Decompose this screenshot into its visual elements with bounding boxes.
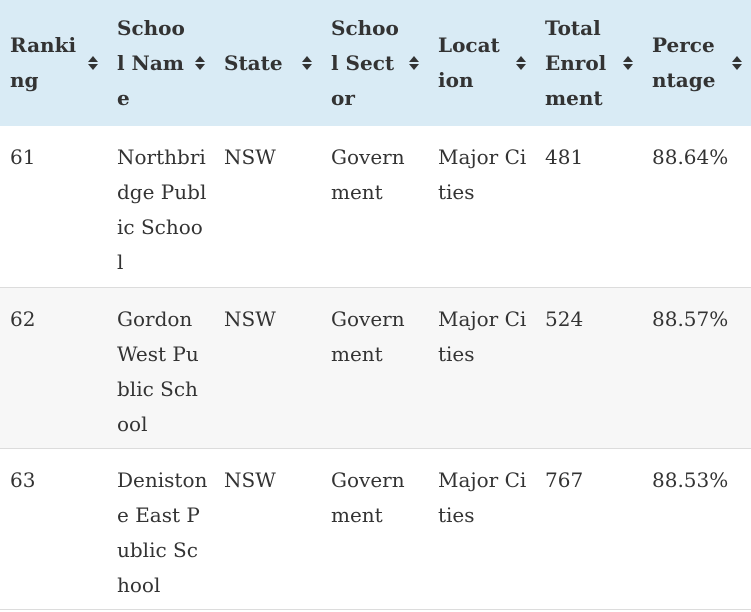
- cell-text: 62: [10, 306, 36, 331]
- cell-text: 88.57%: [652, 306, 729, 331]
- table-body: 61 Northbridge Public School NSW Governm…: [0, 126, 751, 609]
- cell-sector: Government: [321, 126, 428, 287]
- sort-icon[interactable]: [408, 55, 420, 71]
- column-header-label: State: [224, 50, 283, 75]
- sort-icon[interactable]: [87, 55, 99, 71]
- cell-text: Government: [331, 467, 405, 527]
- cell-school-name: Denistone East Public School: [107, 448, 214, 609]
- cell-percentage: 88.53%: [642, 448, 751, 609]
- cell-percentage: 88.64%: [642, 126, 751, 287]
- cell-text: Major Cities: [438, 145, 527, 204]
- sort-icon[interactable]: [301, 55, 313, 71]
- cell-text: 63: [10, 467, 36, 492]
- cell-text: Major Cities: [438, 467, 527, 527]
- column-header-total-enrolment[interactable]: Total Enrolment: [535, 0, 642, 126]
- table-row: 63 Denistone East Public School NSW Gove…: [0, 448, 751, 609]
- cell-enrolment: 524: [535, 287, 642, 448]
- cell-sector: Government: [321, 448, 428, 609]
- cell-ranking: 61: [0, 126, 107, 287]
- column-header-state[interactable]: State: [214, 0, 321, 126]
- sort-icon[interactable]: [731, 55, 743, 71]
- cell-text: 481: [545, 145, 584, 169]
- cell-text: NSW: [224, 467, 276, 492]
- cell-text: Northbridge Public School: [117, 145, 207, 274]
- cell-school-name: Northbridge Public School: [107, 126, 214, 287]
- sort-icon[interactable]: [515, 55, 527, 71]
- cell-text: 61: [10, 145, 36, 169]
- column-header-label: School Sector: [331, 15, 399, 110]
- cell-location: Major Cities: [428, 126, 535, 287]
- cell-enrolment: 481: [535, 126, 642, 287]
- cell-state: NSW: [214, 448, 321, 609]
- cell-location: Major Cities: [428, 287, 535, 448]
- table-row: 62 Gordon West Public School NSW Governm…: [0, 287, 751, 448]
- cell-ranking: 63: [0, 448, 107, 609]
- column-header-label: Location: [438, 33, 500, 92]
- cell-location: Major Cities: [428, 448, 535, 609]
- sort-icon[interactable]: [194, 55, 206, 71]
- cell-text: Gordon West Public School: [117, 306, 199, 436]
- cell-text: NSW: [224, 306, 276, 331]
- cell-text: 88.64%: [652, 145, 729, 169]
- column-header-location[interactable]: Location: [428, 0, 535, 126]
- column-header-ranking[interactable]: Ranking: [0, 0, 107, 126]
- cell-state: NSW: [214, 287, 321, 448]
- column-header-percentage[interactable]: Percentage: [642, 0, 751, 126]
- cell-state: NSW: [214, 126, 321, 287]
- cell-text: 88.53%: [652, 467, 729, 492]
- column-header-label: Percentage: [652, 33, 716, 92]
- table-row: 61 Northbridge Public School NSW Governm…: [0, 126, 751, 287]
- cell-ranking: 62: [0, 287, 107, 448]
- cell-sector: Government: [321, 287, 428, 448]
- column-header-label: Total Enrolment: [545, 15, 607, 110]
- cell-text: Government: [331, 145, 405, 204]
- cell-percentage: 88.57%: [642, 287, 751, 448]
- column-header-school-sector[interactable]: School Sector: [321, 0, 428, 126]
- cell-text: 524: [545, 306, 584, 331]
- cell-text: NSW: [224, 145, 276, 169]
- column-header-label: School Name: [117, 15, 185, 110]
- sort-icon[interactable]: [622, 55, 634, 71]
- cell-school-name: Gordon West Public School: [107, 287, 214, 448]
- header-row: Ranking School Name State School Sector …: [0, 0, 751, 126]
- cell-enrolment: 767: [535, 448, 642, 609]
- cell-text: Denistone East Public School: [117, 467, 208, 597]
- column-header-school-name[interactable]: School Name: [107, 0, 214, 126]
- cell-text: 767: [545, 467, 584, 492]
- column-header-label: Ranking: [10, 33, 77, 92]
- cell-text: Major Cities: [438, 306, 527, 366]
- cell-text: Government: [331, 306, 405, 366]
- table-header: Ranking School Name State School Sector …: [0, 0, 751, 126]
